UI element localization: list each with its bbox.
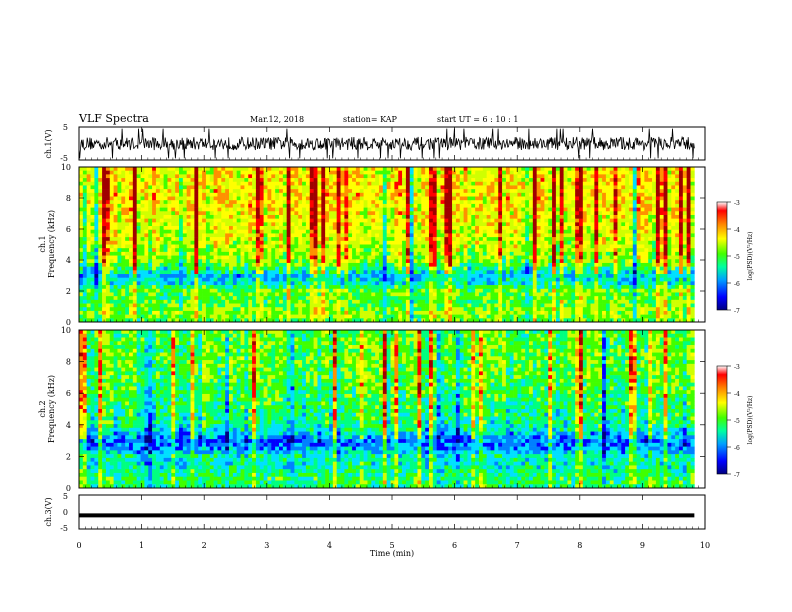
start-time-label: start UT = 6 : 10 : 1 [437, 115, 519, 124]
colorbar-label: log(PSD)(V²/Hz) [747, 396, 754, 445]
ch3-waveform-panel: 5 0 -5 ch.3(V) 0 1 2 3 4 5 6 7 8 9 10 Time (min) [44, 127, 710, 558]
freq-tick-label: 6 [66, 389, 71, 398]
time-tick-label: 6 [452, 541, 457, 550]
colorbar-tick-label: -6 [734, 445, 740, 452]
ch2-colorbar: -3 -4 -5 -6 -7 log(PSD)(V²/Hz) [716, 364, 754, 479]
ch3-ytick-neg5: -5 [60, 524, 68, 533]
ch1-ytick-5: 5 [63, 123, 68, 132]
ch3-ylabel: ch.3(V) [44, 497, 53, 526]
ch2-spectrogram-panel: 0 2 4 6 8 10 ch.2 Frequency (kHz) [38, 326, 706, 493]
ch2-freq-ticks: 0 2 4 6 8 10 [61, 326, 705, 493]
ch1-colorbar: -3 -4 -5 -6 -7 log(PSD)(V²/Hz) [716, 200, 754, 315]
colorbar-label: log(PSD)(V²/Hz) [747, 232, 754, 281]
ch1-ylabel: ch.1(V) [44, 129, 53, 158]
freq-tick-label: 4 [66, 421, 71, 430]
ch2-spec-ylabel-line1: ch.2 [38, 400, 47, 417]
freq-tick-label: 10 [61, 163, 71, 172]
time-tick-label: 0 [76, 541, 81, 550]
station-label: station= KAP [343, 115, 397, 124]
date-label: Mar.12, 2018 [250, 115, 305, 124]
freq-tick-label: 4 [66, 256, 71, 265]
freq-tick-label: 10 [61, 326, 71, 335]
ch2-spec-ylabel-line2: Frequency (kHz) [47, 375, 56, 443]
time-axis-ticks: 0 1 2 3 4 5 6 7 8 9 10 [76, 127, 710, 550]
time-tick-label: 10 [700, 541, 710, 550]
freq-tick-label: 0 [66, 484, 71, 493]
colorbar-tick-label: -5 [734, 254, 740, 261]
ch1-spectrogram-panel: 0 2 4 6 8 10 ch.1 Frequency (kHz) [38, 163, 706, 327]
colorbar-tick-label: -5 [734, 418, 740, 425]
time-tick-label: 5 [389, 541, 394, 550]
time-tick-label: 8 [577, 541, 582, 550]
time-tick-label: 4 [327, 541, 332, 550]
colorbar-tick-label: -4 [734, 391, 740, 398]
freq-tick-label: 8 [66, 358, 71, 367]
chart-title: VLF Spectra [79, 112, 149, 125]
colorbar-tick-label: -3 [734, 364, 740, 371]
time-axis-label: Time (min) [370, 549, 414, 558]
colorbar-tick-label: -4 [734, 227, 740, 234]
time-tick-label: 7 [515, 541, 520, 550]
time-tick-label: 9 [640, 541, 645, 550]
ch3-ytick-0: 0 [63, 508, 68, 517]
freq-tick-label: 8 [66, 194, 71, 203]
ch1-waveform-line [78, 128, 695, 159]
time-tick-label: 2 [202, 541, 207, 550]
colorbar-tick-label: -7 [734, 308, 740, 315]
freq-tick-label: 6 [66, 225, 71, 234]
time-tick-label: 1 [139, 541, 144, 550]
ch2-spectrogram-cells [79, 330, 695, 489]
freq-tick-label: 0 [66, 318, 71, 327]
ch1-spec-ylabel-line2: Frequency (kHz) [47, 210, 56, 278]
freq-tick-label: 2 [66, 287, 71, 296]
ch1-ytick-neg5: -5 [60, 154, 68, 163]
ch1-spec-ylabel-line1: ch.1 [38, 235, 47, 252]
ch1-waveform-panel: 5 -5 ch.1(V) [44, 123, 706, 163]
ch3-ytick-5: 5 [63, 492, 68, 501]
colorbar-tick-label: -6 [734, 281, 740, 288]
ch1-freq-ticks: 0 2 4 6 8 10 [61, 163, 705, 327]
colorbar-tick-label: -7 [734, 472, 740, 479]
freq-tick-label: 2 [66, 452, 71, 461]
colorbar-tick-label: -3 [734, 200, 740, 207]
time-tick-label: 3 [264, 541, 269, 550]
ch1-spectrogram-cells [79, 167, 695, 323]
